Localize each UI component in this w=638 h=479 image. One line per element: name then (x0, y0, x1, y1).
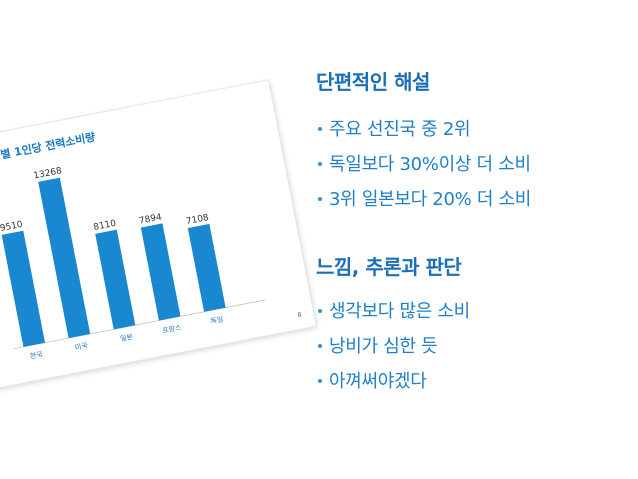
bullet-dot (318, 196, 322, 201)
bullet-item: 낭비가 심한 듯 (318, 327, 470, 362)
bar (187, 223, 226, 312)
bar (1, 230, 46, 347)
category-tick-label: 독일 (210, 314, 224, 325)
bullet-text: 3위 일본보다 20% 더 소비 (329, 188, 532, 210)
section-heading-inference: 느낌, 추론과 판단 (316, 255, 462, 279)
bar-value-label: 7894 (138, 212, 163, 226)
bar-value-label: 9510 (0, 220, 24, 234)
bullet-item: 주요 선진국 중 2위 (318, 110, 531, 145)
bar (95, 229, 136, 330)
category-tick-label: 프랑스 (162, 323, 183, 335)
category-tick-label: 미국 (74, 341, 89, 352)
bar-value-label: 8110 (93, 219, 118, 233)
bullet-dot (318, 343, 322, 348)
bullet-item: 3위 일본보다 20% 더 소비 (318, 180, 531, 215)
inference-list: 생각보다 많은 소비 낭비가 심한 듯 아껴써야겠다 (318, 292, 470, 397)
bullet-item: 아껴써야겠다 (318, 362, 470, 397)
commentary-list: 주요 선진국 중 2위 독일보다 30%이상 더 소비 3위 일본보다 20% … (318, 110, 531, 215)
bullet-dot (318, 378, 322, 383)
bullet-text: 독일보다 30%이상 더 소비 (329, 153, 531, 175)
bullet-dot (318, 126, 322, 131)
bullet-text: 낭비가 심한 듯 (329, 335, 438, 357)
bullet-dot (318, 161, 322, 166)
bullet-text: 생각보다 많은 소비 (329, 300, 470, 322)
bar (140, 223, 181, 321)
category-tick-label: 일본 (119, 332, 134, 343)
bar-value-label: 7108 (185, 213, 210, 227)
section-heading-commentary: 단편적인 해설 (316, 70, 430, 94)
bullet-text: 주요 선진국 중 2위 (329, 118, 471, 140)
chart-slide-photo: 국가별 1인당 전력소비량 9510 한국 13268 미국 8110 일본 7894 프랑스… (0, 80, 316, 390)
bullet-text: 아껴써야겠다 (329, 370, 427, 392)
x-axis-line (13, 299, 265, 350)
category-tick-label: 한국 (29, 350, 44, 360)
bullet-dot (318, 308, 322, 313)
bullet-item: 독일보다 30%이상 더 소비 (318, 145, 531, 180)
bar (38, 177, 91, 339)
bullet-item: 생각보다 많은 소비 (318, 292, 470, 327)
